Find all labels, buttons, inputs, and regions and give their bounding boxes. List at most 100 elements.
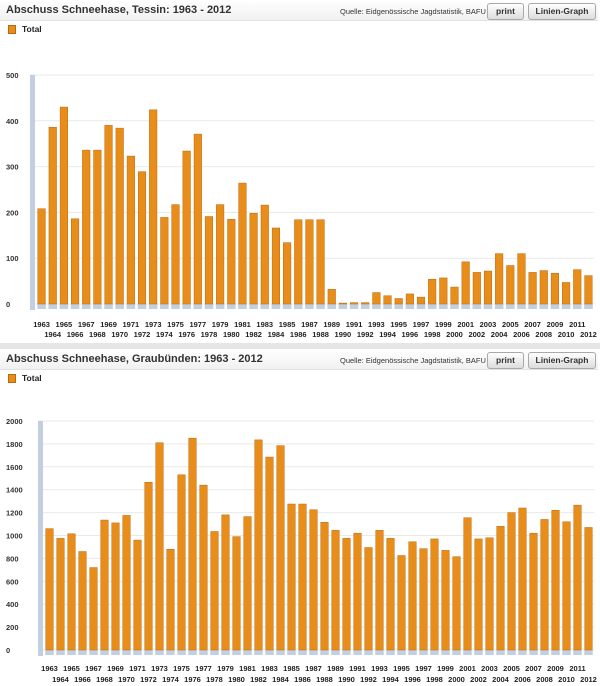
x-tick-label: 2006 [513,330,530,339]
bar [452,556,461,651]
x-tick-label: 2010 [558,330,575,339]
y-tick-label: 800 [6,554,19,563]
x-tick-label: 1988 [312,330,329,339]
bar [463,517,472,651]
bar-base [386,650,395,655]
bar [450,286,459,305]
bar [276,445,285,651]
bar-base [276,650,285,655]
x-tick-label: 1986 [290,330,307,339]
bar-base [238,304,247,309]
bar-base [100,650,109,655]
bar-base [160,304,169,309]
x-tick-label: 2009 [547,320,564,329]
bar [573,269,582,305]
bar-base [327,304,337,309]
x-tick-label: 1995 [393,664,410,673]
bar-base [293,304,303,309]
x-tick-label: 1966 [67,330,84,339]
x-tick-label: 1978 [206,675,223,684]
y-tick-label: 0 [6,646,10,655]
x-tick-label: 1982 [245,330,262,339]
x-tick-label: 1963 [33,320,50,329]
y-axis-strip [30,75,35,310]
x-tick-label: 1991 [346,320,363,329]
bar [254,439,263,651]
x-tick-label: 1971 [123,320,140,329]
x-tick-label: 1998 [426,675,443,684]
bar-base [430,650,439,655]
bar [122,515,131,651]
bar [584,275,593,305]
x-tick-label: 1986 [294,675,311,684]
bar [249,213,258,305]
bar [149,109,158,305]
bar [439,277,448,305]
bar-base [331,650,340,655]
bar-base [78,650,87,655]
bar-base [573,650,582,655]
x-tick-label: 2007 [525,664,542,673]
print-button[interactable]: print [487,3,524,20]
bar-base [439,304,448,309]
x-tick-label: 1965 [63,664,80,673]
bar-base [408,650,417,655]
bar-base [182,304,191,309]
bar [550,273,559,305]
bar-base [383,304,392,309]
bar [416,296,426,305]
bar-base [561,304,571,309]
bar [160,217,169,305]
bar [309,509,318,651]
bar [506,265,515,305]
x-tick-label: 2004 [491,330,509,339]
bar [298,503,307,651]
bar-base [518,650,527,655]
x-tick-label: 1977 [189,320,206,329]
x-tick-label: 2003 [481,664,498,673]
bar [350,302,359,305]
chart-header: Abschuss Schneehase, Tessin: 1963 - 2012… [0,0,598,21]
x-tick-label: 1975 [167,320,184,329]
x-tick-label: 1974 [156,330,174,339]
bar-base [419,650,428,655]
bar-base [104,304,113,309]
bar-base [474,650,483,655]
legend-label: Total [22,24,42,34]
bar [364,547,373,651]
bar-base [496,650,505,655]
bar [485,537,494,651]
bar [394,298,403,305]
line-graph-button[interactable]: Linien-Graph [528,352,596,369]
bar [408,541,417,651]
bar-base [394,304,403,309]
line-graph-button[interactable]: Linien-Graph [528,3,596,20]
bar [305,219,314,305]
bar [238,182,247,305]
y-tick-label: 2000 [6,417,23,426]
bar-base [243,650,252,655]
bar-base [309,650,318,655]
bar [573,504,582,651]
x-tick-label: 1965 [56,320,73,329]
print-button[interactable]: print [487,352,524,369]
bar-base [144,650,153,655]
bar [82,149,91,305]
x-tick-label: 1994 [379,330,397,339]
bar [372,292,381,305]
bar [232,536,241,651]
y-tick-label: 200 [6,623,19,632]
x-tick-label: 1993 [368,320,385,329]
x-tick-label: 1970 [118,675,135,684]
x-tick-label: 1990 [335,330,352,339]
bar [188,437,197,651]
bar [177,474,186,651]
bar-base [249,304,258,309]
x-tick-label: 1998 [424,330,441,339]
bar-base [282,304,292,309]
bar-base [507,650,516,655]
bar-base [539,304,549,309]
bar [331,530,340,651]
bar [397,555,406,651]
x-tick-label: 1993 [371,664,388,673]
